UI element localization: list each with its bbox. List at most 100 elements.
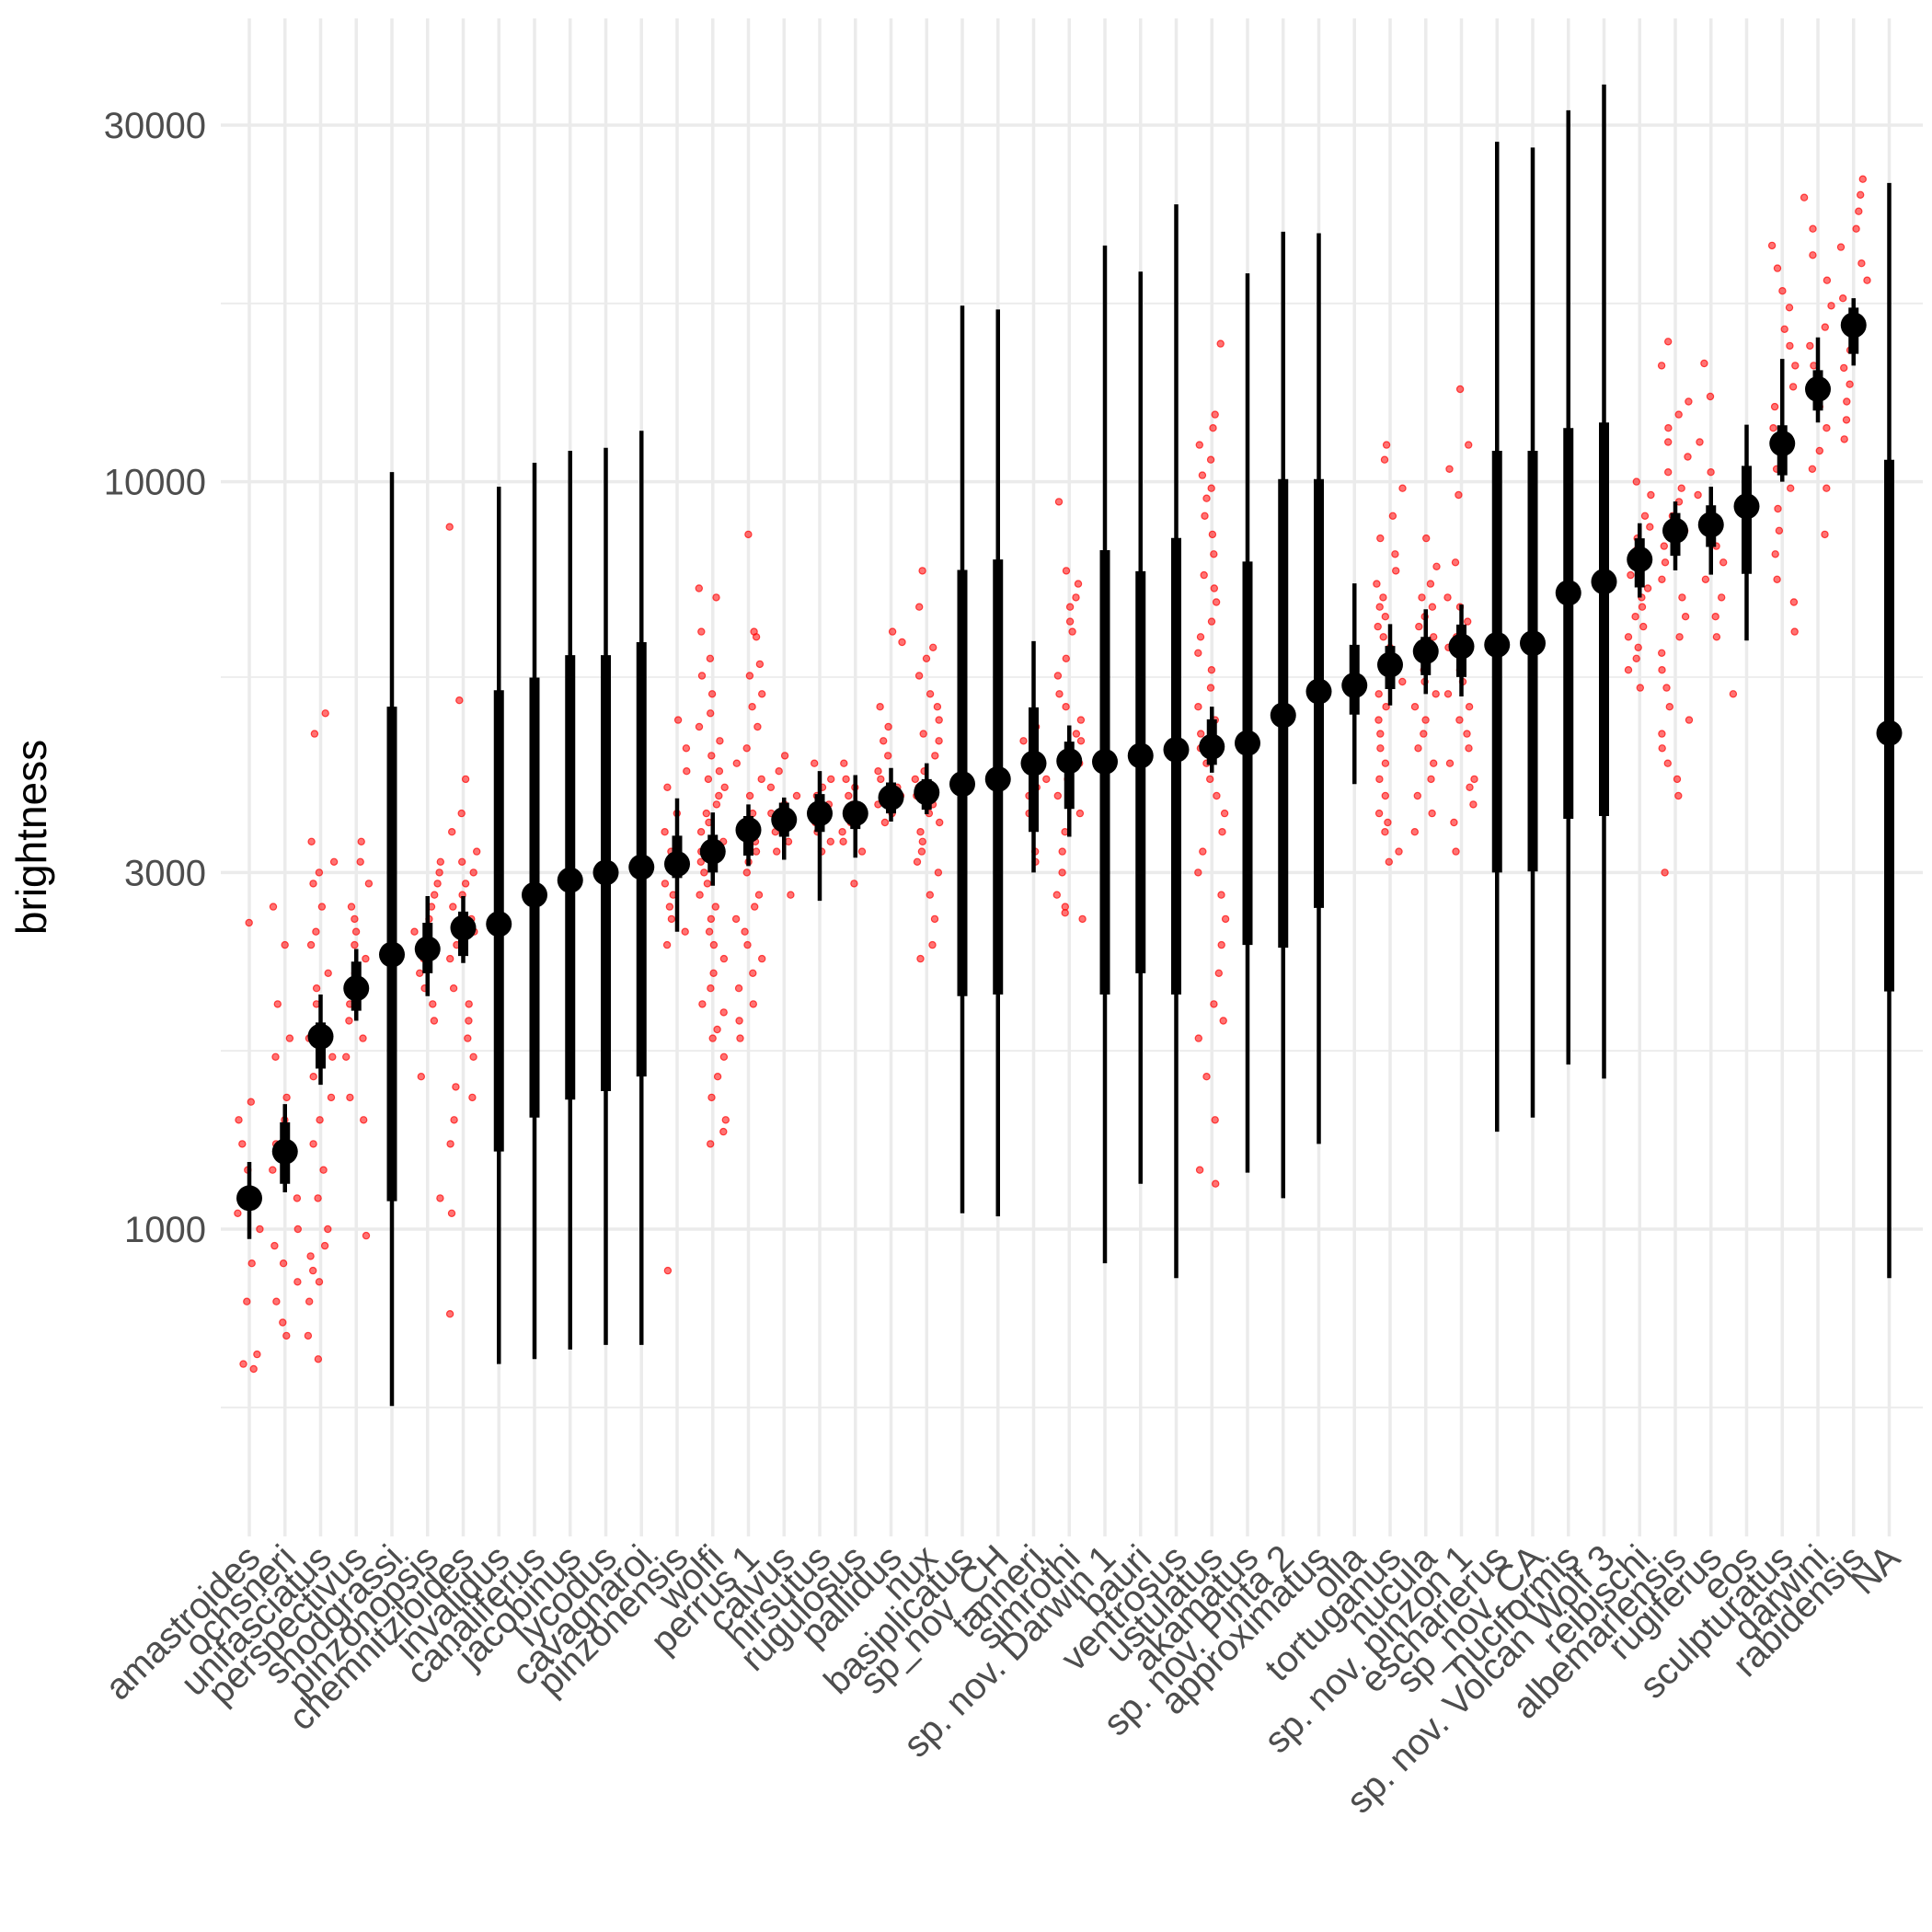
data-point <box>1677 484 1685 492</box>
data-point <box>935 716 943 724</box>
data-point <box>1196 633 1205 641</box>
data-point <box>410 927 419 936</box>
data-point <box>1638 603 1647 611</box>
data-point <box>306 1252 315 1260</box>
data-point <box>707 1093 716 1102</box>
data-point <box>1065 617 1075 626</box>
data-point <box>1213 791 1221 800</box>
data-point <box>930 914 939 924</box>
data-point <box>707 690 717 698</box>
data-point <box>696 857 706 867</box>
data-point <box>839 837 847 846</box>
data-point <box>933 703 942 711</box>
data-point <box>1214 969 1224 978</box>
data-point <box>1410 828 1420 836</box>
data-point <box>1451 558 1460 567</box>
data-point <box>1706 392 1715 401</box>
data-point <box>707 914 716 924</box>
data-point <box>1202 494 1211 502</box>
data-point <box>270 1241 279 1250</box>
data-point <box>356 857 364 867</box>
data-point <box>309 880 317 888</box>
x-axis-ticks: amastroidesochsneriunifasciatusperspecti… <box>98 1537 1908 1822</box>
median-point <box>628 854 655 880</box>
data-point <box>253 1350 261 1359</box>
median-point <box>486 911 512 937</box>
data-point <box>1821 530 1829 539</box>
data-point <box>709 940 719 949</box>
data-point <box>310 730 319 738</box>
data-point <box>1376 730 1385 738</box>
data-point <box>749 1000 758 1008</box>
data-point <box>1058 868 1066 877</box>
data-point <box>1815 446 1824 455</box>
data-point <box>1809 224 1817 233</box>
data-point <box>1200 570 1208 580</box>
data-point <box>309 1266 317 1275</box>
data-point <box>351 927 361 936</box>
data-point <box>293 1278 302 1286</box>
data-point <box>1410 703 1420 711</box>
data-point <box>271 1052 280 1062</box>
median-point <box>1235 730 1260 756</box>
data-point <box>1634 643 1642 652</box>
data-point <box>695 584 704 592</box>
data-point <box>282 1331 291 1340</box>
data-point <box>1836 243 1846 251</box>
data-point <box>1773 264 1782 272</box>
data-point <box>1658 575 1666 584</box>
data-point <box>913 857 922 867</box>
data-point <box>1658 730 1666 738</box>
data-point <box>1463 617 1472 626</box>
data-point <box>1840 435 1848 443</box>
data-point <box>929 643 937 652</box>
data-point <box>1778 287 1787 295</box>
data-point <box>1465 744 1473 753</box>
median-point <box>271 1138 298 1165</box>
data-point <box>1665 703 1674 711</box>
data-point <box>1376 744 1385 753</box>
data-point <box>1661 558 1670 567</box>
data-point <box>713 1025 721 1034</box>
data-point <box>247 1259 256 1268</box>
data-point <box>1072 730 1081 738</box>
data-point <box>345 1017 353 1025</box>
data-point <box>1381 828 1389 836</box>
data-point <box>238 1140 247 1148</box>
data-point <box>1658 666 1666 674</box>
data-point <box>1062 703 1070 711</box>
data-point <box>707 709 715 718</box>
y-axis-ticks: 1000 3000 10000 30000 <box>104 106 206 1250</box>
data-point <box>665 903 674 911</box>
data-point <box>1381 759 1390 767</box>
data-point <box>314 1194 322 1202</box>
data-point <box>1205 775 1214 784</box>
data-point <box>436 1194 444 1202</box>
data-point <box>324 1225 332 1234</box>
jitter-points-layer <box>234 175 1871 1374</box>
data-point <box>1664 424 1673 432</box>
median-point <box>1805 375 1831 402</box>
data-point <box>1791 362 1800 370</box>
median-point <box>664 851 690 878</box>
data-point <box>857 847 867 856</box>
data-point <box>1711 613 1719 621</box>
data-point <box>446 954 454 963</box>
data-point <box>435 868 443 877</box>
data-point <box>436 857 444 867</box>
data-point <box>1780 325 1788 333</box>
data-point <box>719 954 729 963</box>
data-point <box>711 903 720 911</box>
data-point <box>1212 598 1221 606</box>
data-point <box>720 783 729 792</box>
data-point <box>314 1355 323 1363</box>
data-point <box>1384 818 1392 827</box>
data-point <box>704 775 713 784</box>
data-point <box>1770 402 1779 411</box>
data-point <box>880 737 888 745</box>
data-point <box>1062 654 1071 663</box>
data-point <box>663 783 672 792</box>
data-point <box>1398 677 1407 686</box>
median-point <box>1555 580 1581 606</box>
data-point <box>918 567 926 575</box>
